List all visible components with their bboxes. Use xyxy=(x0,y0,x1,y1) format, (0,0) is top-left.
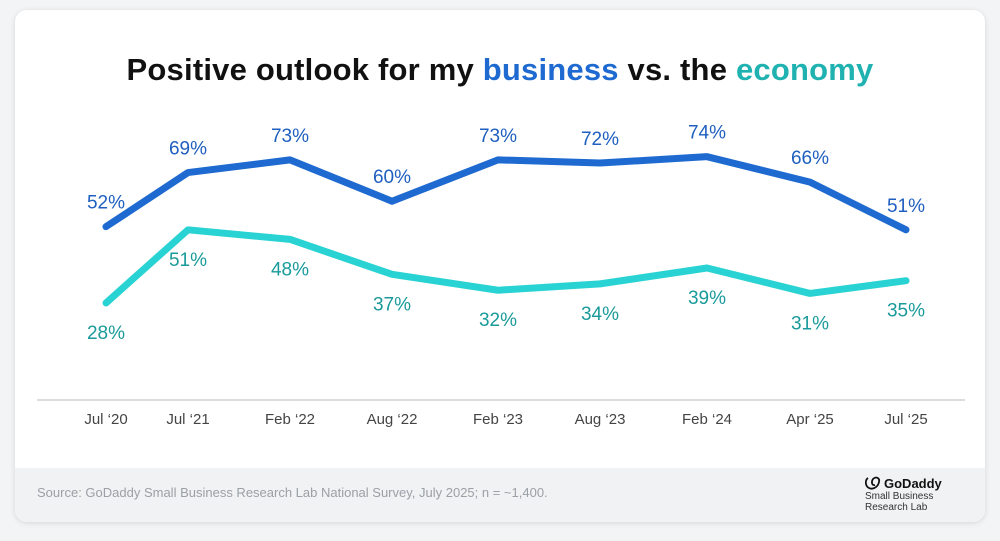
chart-title: Positive outlook for my business vs. the… xyxy=(15,52,985,88)
data-label-economy: 39% xyxy=(688,288,726,309)
logo-line1: Small Business xyxy=(865,491,934,502)
title-business: business xyxy=(482,52,619,87)
data-label-business: 72% xyxy=(581,129,619,150)
data-label-economy: 32% xyxy=(479,310,517,331)
x-tick-label: Apr ‘25 xyxy=(786,411,834,428)
godaddy-logo-icon xyxy=(865,476,881,490)
x-tick-label: Aug ‘22 xyxy=(367,411,418,428)
series-line-economy xyxy=(102,226,910,307)
footer: Source: GoDaddy Small Business Research … xyxy=(15,468,985,522)
x-tick-label: Jul ‘20 xyxy=(84,411,127,428)
data-label-business: 52% xyxy=(87,193,125,214)
data-label-economy: 34% xyxy=(581,304,619,325)
title-text-middle: vs. the xyxy=(618,52,736,87)
data-label-business: 69% xyxy=(169,139,207,160)
line-chart: Jul ‘20 Jul ‘21 Feb ‘22 Aug ‘22 Feb ‘23 Aug ‘… xyxy=(37,123,965,428)
title-economy: economy xyxy=(735,52,874,87)
chart-card: Positive outlook for my business vs. the… xyxy=(15,10,985,522)
godaddy-logo: GoDaddy Small Business Research Lab xyxy=(865,476,961,513)
data-label-business: 66% xyxy=(791,148,829,169)
data-label-economy: 37% xyxy=(373,294,411,315)
data-label-economy: 35% xyxy=(887,301,925,322)
logo-line2: Research Lab xyxy=(865,502,928,513)
x-tick-label: Jul ‘25 xyxy=(884,411,927,428)
x-tick-label: Feb ‘23 xyxy=(473,411,523,428)
data-label-business: 73% xyxy=(271,126,309,147)
series-line-business xyxy=(102,153,910,234)
title-text: Positive outlook for my xyxy=(126,52,483,87)
logo-brand: GoDaddy xyxy=(884,475,942,491)
data-label-business: 51% xyxy=(887,196,925,217)
data-label-business: 74% xyxy=(688,123,726,144)
data-label-economy: 48% xyxy=(271,259,309,280)
x-tick-label: Aug ‘23 xyxy=(575,411,626,428)
data-label-business: 60% xyxy=(373,167,411,188)
x-tick-label: Jul ‘21 xyxy=(166,411,209,428)
x-tick-label: Feb ‘22 xyxy=(265,411,315,428)
source-note: Source: GoDaddy Small Business Research … xyxy=(37,485,548,500)
x-tick-label: Feb ‘24 xyxy=(682,411,732,428)
data-label-economy: 51% xyxy=(169,250,207,271)
data-label-business: 73% xyxy=(479,126,517,147)
data-label-economy: 31% xyxy=(791,313,829,334)
data-label-economy: 28% xyxy=(87,323,125,344)
